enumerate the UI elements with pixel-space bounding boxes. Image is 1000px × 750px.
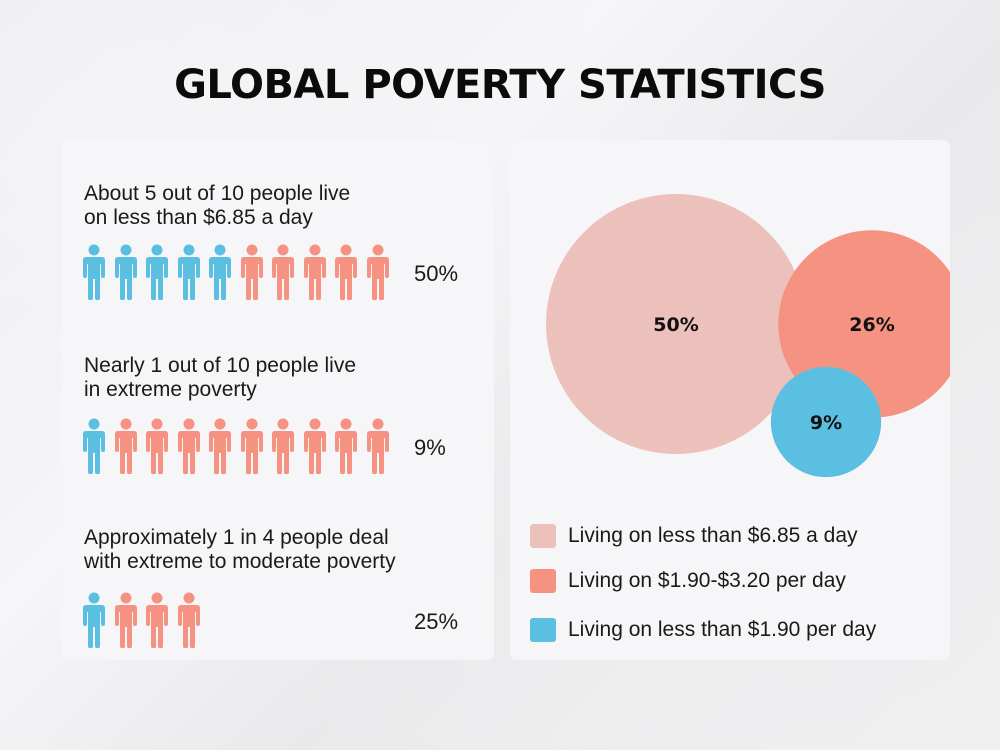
person-icon-salmon xyxy=(175,592,203,653)
legend-swatch-1 xyxy=(530,524,556,548)
person-icon-blue xyxy=(206,244,234,305)
legend-label-3: Living on less than $1.90 per day xyxy=(568,618,877,641)
person-icon-salmon xyxy=(143,418,171,479)
bubble-label-2: 26% xyxy=(849,314,894,336)
stats-panel xyxy=(62,140,494,660)
bubble-3 xyxy=(770,366,882,478)
bubble-label-3: 9% xyxy=(810,412,842,434)
person-icon-blue xyxy=(80,244,108,305)
person-icon-blue xyxy=(80,592,108,653)
person-icon-salmon xyxy=(269,244,297,305)
person-icon-salmon xyxy=(364,244,392,305)
person-icon-blue xyxy=(80,418,108,479)
person-icon-salmon xyxy=(143,592,171,653)
bubble-1 xyxy=(546,194,806,454)
person-icon-salmon xyxy=(364,418,392,479)
legend-label-1: Living on less than $6.85 a day xyxy=(568,524,858,547)
legend-label-2: Living on $1.90-$3.20 per day xyxy=(568,569,846,592)
person-icon-salmon xyxy=(238,244,266,305)
page-title: GLOBAL POVERTY STATISTICS xyxy=(174,62,826,108)
person-icon-salmon xyxy=(301,418,329,479)
stat-3-percent: 25% xyxy=(414,609,459,634)
person-icon-salmon xyxy=(332,244,360,305)
stat-2-percent: 9% xyxy=(414,435,446,460)
stat-1-text: About 5 out of 10 people live on less th… xyxy=(84,182,351,229)
person-icon-salmon xyxy=(175,418,203,479)
person-icon-blue xyxy=(143,244,171,305)
stat-3-text: Approximately 1 in 4 people deal with ex… xyxy=(84,526,396,573)
stat-2-text: Nearly 1 out of 10 people live in extrem… xyxy=(84,354,357,401)
person-icon-salmon xyxy=(112,592,140,653)
person-icon-salmon xyxy=(112,418,140,479)
person-icon-salmon xyxy=(301,244,329,305)
person-icon-salmon xyxy=(332,418,360,479)
stat-1-percent: 50% xyxy=(414,261,459,286)
person-icon-blue xyxy=(175,244,203,305)
legend-swatch-3 xyxy=(530,618,556,642)
person-icon-salmon xyxy=(269,418,297,479)
bubble-label-1: 50% xyxy=(653,314,698,336)
person-icon-blue xyxy=(112,244,140,305)
bubble-chart: 50% 26% 9% xyxy=(546,194,950,478)
legend-swatch-2 xyxy=(530,569,556,593)
person-icon-salmon xyxy=(238,418,266,479)
person-icon-salmon xyxy=(206,418,234,479)
